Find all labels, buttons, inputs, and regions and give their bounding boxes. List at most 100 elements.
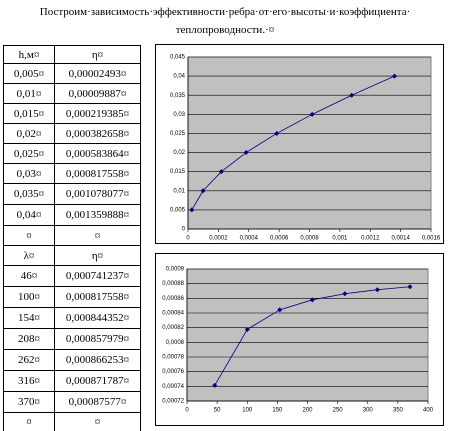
x-tick-label: 400	[423, 408, 434, 414]
plot-area	[187, 56, 432, 230]
table-cell: 0,015¤	[3, 103, 55, 124]
series-line	[191, 75, 395, 211]
table-cell: 154¤	[3, 307, 55, 329]
table-cell: 316¤	[3, 370, 55, 392]
table-cell: 100¤	[3, 286, 55, 308]
chart: 0,00072 0,00074 0,00076 0,00078 0,0008 0,0008…	[162, 267, 434, 414]
x-tick-label: 100	[242, 408, 253, 414]
y-tick-label: 0,035	[170, 93, 186, 99]
y-tick-label: 0,00088	[162, 281, 184, 287]
table-cell: 0,03¤	[3, 163, 55, 184]
table-cell: 0,001359888¤	[54, 204, 141, 226]
point	[349, 92, 355, 98]
table-cell: 0,025¤	[3, 143, 55, 164]
x-tick-label: 0,0004	[240, 236, 259, 242]
table-cell: 0,000871787¤	[54, 370, 141, 392]
point	[309, 297, 315, 303]
table-cell: 46¤	[3, 265, 55, 287]
table-cell: η¤	[54, 45, 141, 64]
table-cell: 0,02¤	[3, 123, 55, 144]
table-cell: 0,000219385¤	[54, 103, 141, 124]
table-cell: 0,000817558¤	[54, 163, 141, 184]
point	[309, 111, 315, 117]
table-cell: 370¤	[3, 391, 55, 413]
point	[218, 169, 224, 175]
x-tick-label: 0,0002	[209, 236, 228, 242]
table-cell: ¤	[54, 412, 141, 431]
point	[212, 382, 218, 388]
table-cell: 0,01¤	[3, 83, 55, 104]
table-cell: 0,000817558¤	[54, 286, 141, 308]
point	[274, 130, 280, 136]
point	[407, 284, 413, 290]
point	[342, 291, 348, 297]
table-cell: ¤	[3, 225, 55, 246]
table-cell: 208¤	[3, 328, 55, 350]
y-tick-label: 0,0009	[166, 267, 185, 273]
y-tick-label: 0,03	[173, 112, 185, 118]
point	[374, 287, 380, 293]
point	[189, 207, 195, 213]
y-tick-label: 0,00074	[162, 384, 184, 390]
point	[392, 73, 398, 79]
x-tick-label: 300	[363, 408, 374, 414]
y-tick-label: 0,015	[170, 169, 186, 175]
y-tick-label: 0,00082	[162, 325, 184, 331]
table-cell: 0,035¤	[3, 183, 55, 205]
y-tick-label: 0,02	[173, 150, 185, 156]
table-cell: 262¤	[3, 349, 55, 371]
table-cell: 0,00002493¤	[54, 63, 141, 84]
y-tick-label: 0,00086	[162, 296, 184, 302]
point	[244, 326, 250, 332]
table-cell: ¤	[3, 412, 55, 431]
x-tick-label: 50	[214, 408, 221, 414]
y-tick-label: 0	[182, 227, 186, 233]
y-tick-label: 0,025	[170, 131, 186, 137]
y-tick-label: 0,00076	[162, 369, 184, 375]
x-tick-label: 0,0014	[391, 236, 410, 242]
y-tick-label: 0,04	[173, 74, 185, 80]
x-tick-label: 0,0006	[270, 236, 289, 242]
point	[243, 150, 249, 156]
title-line: теплопроводности.·¤	[175, 24, 275, 36]
x-tick-label: 0,0012	[361, 236, 380, 242]
table-cell: 0,000382658¤	[54, 123, 141, 144]
table-cell: η¤	[54, 245, 141, 266]
x-tick-label: 0,0016	[422, 236, 441, 242]
point	[200, 188, 206, 194]
x-tick-label: 0,001	[332, 236, 348, 242]
table-cell: λ¤	[3, 245, 55, 266]
table-cell: 0,000857979¤	[54, 328, 141, 350]
y-tick-label: 0,005	[170, 207, 186, 213]
table-cell: 0,005¤	[3, 63, 55, 84]
table-cell: 0,000844352¤	[54, 307, 141, 329]
y-tick-label: 0,045	[170, 55, 186, 61]
y-tick-label: 0,01	[173, 188, 185, 194]
chart-frame: 0 0,005 0,01 0,015 0,02 0,025 0,03 0,035 0,04 0,0…	[155, 44, 444, 244]
table-cell: 0,000866253¤	[54, 349, 141, 371]
y-tick-label: 0,00078	[162, 355, 184, 361]
table-cell: 0,001078077¤	[54, 183, 141, 205]
table-cell: 0,000741237¤	[54, 265, 141, 287]
chart-frame: 0,00072 0,00074 0,00076 0,00078 0,0008 0,0008…	[155, 253, 444, 426]
y-tick-label: 0,0008	[166, 340, 185, 346]
x-tick-label: 150	[272, 408, 283, 414]
x-tick-label: 250	[333, 408, 344, 414]
x-tick-label: 0,0008	[300, 236, 319, 242]
table-cell: 0,000583864¤	[54, 143, 141, 164]
table-cell: h,м¤	[3, 45, 55, 64]
x-tick-label: 350	[393, 408, 404, 414]
table-cell: 0,00087577¤	[54, 391, 141, 413]
x-tick-label: 0	[186, 236, 190, 242]
chart: 0 0,005 0,01 0,015 0,02 0,025 0,03 0,035 0,04 0,0…	[170, 55, 441, 242]
y-tick-label: 0,00084	[162, 311, 184, 317]
table-cell: ¤	[54, 225, 141, 246]
x-tick-label: 200	[302, 408, 313, 414]
x-tick-label: 0	[185, 408, 189, 414]
table-cell: 0,04¤	[3, 204, 55, 226]
table-cell: 0,00009887¤	[54, 83, 141, 104]
plot-area	[186, 268, 429, 402]
point	[277, 307, 283, 313]
y-tick-label: 0,00072	[162, 399, 184, 405]
